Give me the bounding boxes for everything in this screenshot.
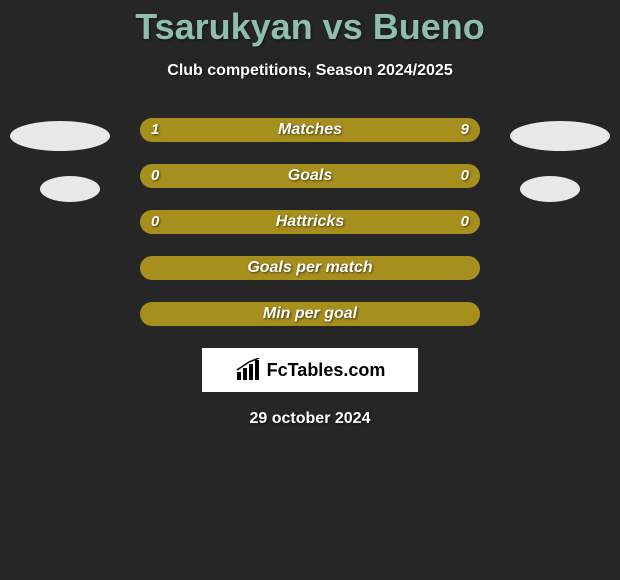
stat-row: Goals per match [140, 256, 480, 280]
stat-label: Goals [141, 165, 479, 187]
stat-row: 00Goals [140, 164, 480, 188]
avatar-placeholder [520, 176, 580, 202]
stat-label: Min per goal [141, 303, 479, 325]
subtitle: Club competitions, Season 2024/2025 [0, 62, 620, 80]
stat-row: Min per goal [140, 302, 480, 326]
avatar-placeholder [510, 121, 610, 151]
avatar-placeholder [40, 176, 100, 202]
date-text: 29 october 2024 [0, 410, 620, 428]
stat-row: 19Matches [140, 118, 480, 142]
bar-chart-icon [235, 358, 261, 382]
stat-label: Goals per match [141, 257, 479, 279]
brand-text: FcTables.com [267, 360, 386, 381]
stats-area: 19Matches 00Goals 00Hattricks Goals per mat… [140, 118, 480, 326]
stat-row: 00Hattricks [140, 210, 480, 234]
page-title: Tsarukyan vs Bueno [0, 0, 620, 48]
brand-badge: FcTables.com [202, 348, 418, 392]
stat-label: Hattricks [141, 211, 479, 233]
stat-label: Matches [141, 119, 479, 141]
avatar-placeholder [10, 121, 110, 151]
